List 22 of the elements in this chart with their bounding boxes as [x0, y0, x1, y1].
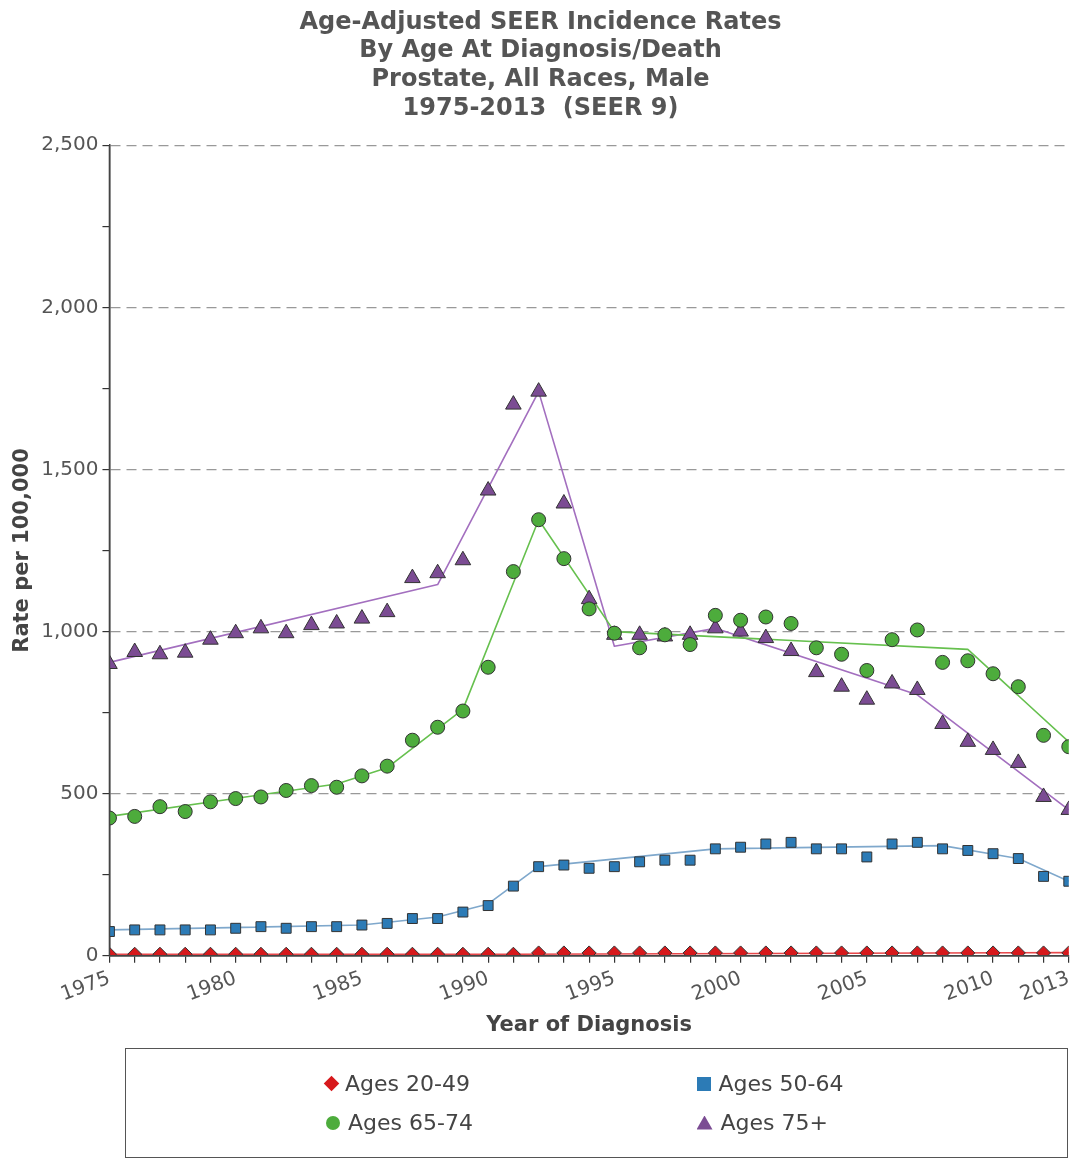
y-tick-label: 0	[85, 942, 99, 967]
y-tick-label: 1,500	[41, 455, 99, 480]
x-axis-title: Year of Diagnosis	[485, 1011, 692, 1036]
legend-label: Ages 50-64	[718, 1071, 844, 1096]
x-tick-label: 1995	[561, 965, 618, 1006]
y-tick-label: 2,000	[41, 293, 99, 318]
x-tick-label: 1990	[435, 965, 492, 1006]
x-tick-label: 2013	[1016, 965, 1073, 1006]
x-tick-label: 2010	[940, 965, 997, 1006]
x-tick-label: 1985	[309, 965, 366, 1006]
legend-label: Ages 65-74	[348, 1110, 473, 1135]
chart-title: Age-Adjusted SEER Incidence Rates By Age At Diagnosis/Death Prostate, All Races, Male 1975-2013 (SEER 9)	[299, 6, 782, 122]
x-tick-label: 2000	[688, 965, 745, 1006]
y-tick-label: 500	[60, 779, 99, 804]
x-tick-label: 2005	[814, 965, 871, 1006]
legend-label: Ages 20-49	[345, 1071, 470, 1096]
legend-label: Ages 75+	[720, 1110, 828, 1135]
y-axis-title: Rate per 100,000	[9, 448, 34, 653]
y-tick-label: 1,000	[41, 617, 99, 642]
x-tick-label: 1980	[183, 965, 240, 1006]
y-tick-label: 2,500	[41, 131, 99, 156]
x-tick-label: 1975	[56, 965, 113, 1006]
